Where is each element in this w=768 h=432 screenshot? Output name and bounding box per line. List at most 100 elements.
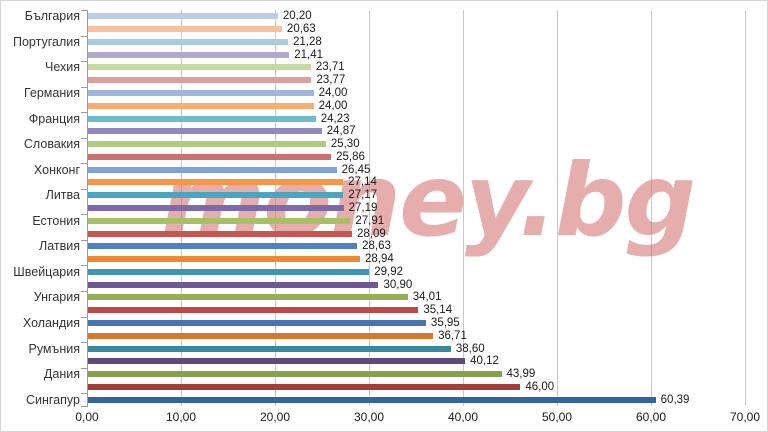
x-axis-tick-label: 40,00 — [447, 410, 479, 424]
bar-value-label: 24,00 — [318, 99, 348, 112]
category-label: Франция — [28, 111, 80, 126]
bar — [88, 51, 290, 58]
category-label: Дания — [43, 367, 80, 382]
category-label: Чехия — [44, 60, 80, 75]
category-axis-tick — [81, 10, 88, 11]
category-label: Сингапур — [26, 392, 80, 407]
bar — [88, 345, 451, 352]
category-axis-tick — [81, 61, 88, 63]
category-label: Литва — [45, 188, 80, 203]
bar-value-label: 20,20 — [282, 10, 312, 23]
bar — [88, 38, 289, 45]
bar — [88, 294, 408, 301]
bar — [88, 141, 326, 148]
bar-value-label: 26,45 — [341, 163, 371, 176]
bar — [88, 205, 344, 211]
bar — [88, 179, 344, 186]
bar — [88, 307, 419, 314]
bar — [88, 77, 312, 84]
bar-value-label: 28,63 — [362, 240, 391, 253]
bar-value-label: 23,71 — [315, 61, 345, 74]
bar-value-label: 24,87 — [326, 125, 356, 138]
bar-value-label: 21,41 — [294, 48, 324, 61]
x-axis-tick-label: 70,00 — [729, 410, 761, 424]
bar-value-label: 28,09 — [357, 227, 386, 240]
bar-value-label: 34,01 — [412, 291, 442, 304]
bar — [88, 230, 353, 237]
category-axis-tick — [81, 367, 88, 369]
x-gridline — [745, 10, 746, 406]
bar-value-label: 27,17 — [348, 189, 378, 202]
bar — [88, 166, 337, 173]
bar — [88, 128, 322, 135]
bar — [88, 358, 466, 365]
bar-value-label: 25,86 — [336, 150, 365, 163]
category-label: Хонконг — [33, 162, 80, 177]
category-axis-tick — [81, 214, 88, 216]
category-axis-tick — [81, 239, 88, 241]
bar-value-label: 35,14 — [423, 304, 453, 317]
x-gridline — [651, 10, 652, 406]
bar — [88, 192, 344, 199]
bar-value-label: 35,95 — [430, 316, 460, 329]
bar-value-label: 60,39 — [660, 393, 690, 406]
category-axis-tick — [81, 393, 88, 395]
bar — [88, 217, 351, 224]
x-gridline — [463, 10, 464, 406]
bar — [88, 371, 502, 378]
category-label: Унгария — [33, 290, 80, 305]
x-axis-tick-label: 0,00 — [75, 410, 99, 424]
bar-value-label: 20,63 — [286, 23, 316, 36]
bar-value-label: 36,71 — [438, 329, 467, 342]
bar-value-label: 43,99 — [506, 368, 536, 381]
category-axis-tick — [81, 291, 88, 293]
category-label: Латвия — [39, 239, 80, 254]
category-label: България — [24, 9, 80, 24]
category-label: Словакия — [23, 137, 80, 152]
category-axis-tick — [81, 35, 88, 37]
bar-value-label: 38,60 — [455, 342, 485, 355]
x-gridline — [557, 10, 558, 406]
bar-value-label: 21,28 — [293, 35, 322, 48]
category-axis-tick — [81, 163, 88, 165]
category-axis-line — [87, 10, 88, 406]
x-gridline — [369, 10, 370, 406]
bar — [88, 153, 332, 160]
category-label: Швейцария — [13, 264, 80, 279]
category-label: Холандия — [22, 315, 80, 330]
bar — [88, 268, 370, 275]
x-axis-tick-label: 10,00 — [165, 410, 197, 424]
category-axis-tick — [81, 316, 88, 318]
x-axis-tick-label: 60,00 — [635, 410, 667, 424]
bar — [88, 396, 656, 403]
bar — [88, 319, 426, 326]
category-label: Германия — [23, 86, 80, 101]
x-axis-tick-label: 50,00 — [541, 410, 573, 424]
bar — [88, 64, 311, 71]
category-axis-tick — [81, 112, 88, 114]
bar-value-label: 24,00 — [318, 87, 348, 100]
category-axis-tick — [81, 86, 88, 88]
category-label: Естония — [32, 213, 80, 228]
category-axis-tick — [81, 406, 88, 407]
category-label: Румъния — [28, 341, 80, 356]
bar — [88, 115, 316, 122]
bar — [88, 383, 521, 390]
bar-value-label: 30,90 — [383, 278, 413, 291]
bar-value-label: 27,19 — [348, 202, 378, 214]
bar — [88, 26, 282, 33]
bar-value-label: 27,14 — [348, 176, 377, 189]
category-axis-tick — [81, 342, 88, 344]
category-axis-tick — [81, 188, 88, 190]
category-axis-tick — [81, 265, 88, 267]
category-label: Португалия — [12, 34, 80, 49]
bar — [88, 332, 434, 339]
x-axis-tick-label: 30,00 — [353, 410, 385, 424]
bar — [88, 13, 278, 20]
bar-value-label: 25,30 — [330, 138, 360, 151]
bar — [88, 102, 314, 109]
bar-value-label: 28,94 — [365, 253, 394, 266]
bar-value-label: 23,77 — [316, 74, 346, 87]
category-axis-tick — [81, 137, 88, 139]
bar — [88, 281, 379, 288]
